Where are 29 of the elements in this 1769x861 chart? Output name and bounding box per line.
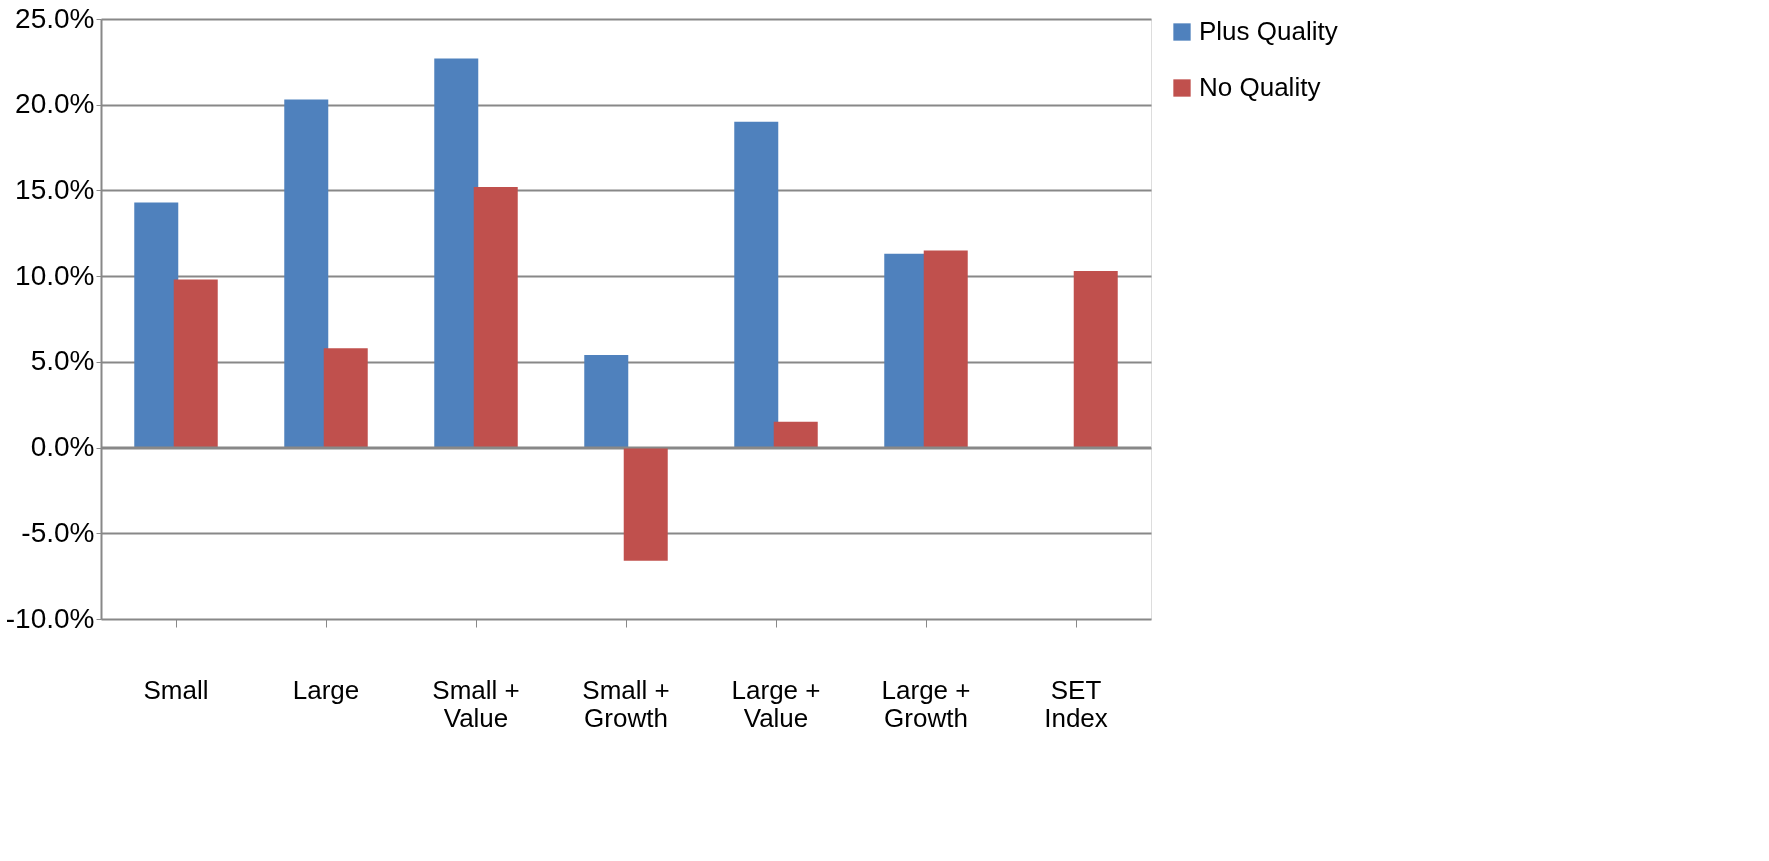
y-tick-label: 5.0% [30,345,95,377]
x-tick-label: Large + Value [731,674,821,733]
x-tick-label: Large + Growth [881,674,971,733]
legend-label: No Quality [1199,72,1321,102]
bar [473,187,518,448]
bar [584,355,629,448]
x-tick-label: Small + Value [432,674,520,733]
bar [923,250,968,448]
x-tick-label: Small [143,674,209,705]
y-tick-label: 15.0% [15,173,95,205]
bar [173,279,218,448]
x-tick-label: Small + Growth [582,674,670,733]
y-tick-label: 0.0% [30,431,95,463]
y-tick-label: -10.0% [5,602,95,634]
y-tick-label: 20.0% [15,88,95,120]
y-tick-label: 10.0% [15,259,95,291]
bar [734,121,779,448]
x-tick-label: SET Index [1044,674,1108,733]
bar [284,99,329,448]
bar [1073,271,1118,448]
y-tick-label: 25.0% [15,2,95,34]
x-tick-label: Large [292,674,360,705]
bar [434,58,479,448]
bar [134,202,179,448]
bar [323,348,368,448]
bar [623,447,668,561]
bar [773,421,818,448]
legend-label: Plus Quality [1199,16,1338,46]
y-tick-label: -5.0% [21,516,95,548]
